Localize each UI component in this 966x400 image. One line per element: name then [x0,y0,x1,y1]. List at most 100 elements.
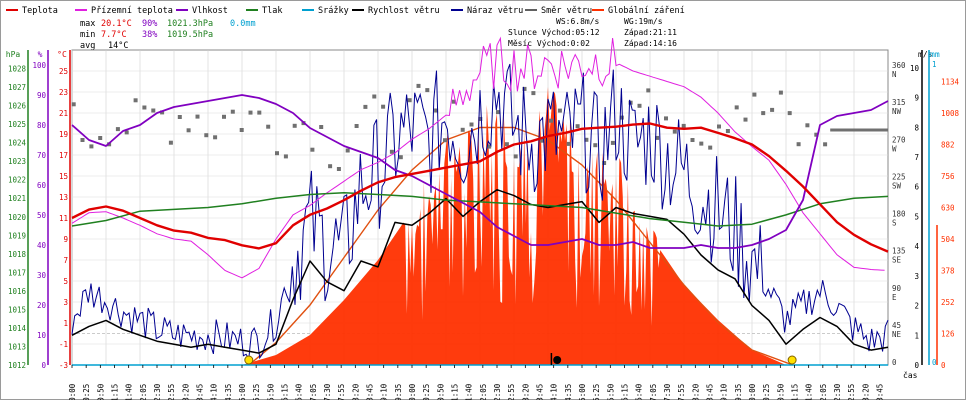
axis-dir-label: NE [892,330,902,339]
stat-max-temp: 20.1°C [101,19,132,29]
axis-ms-tick: 1 [914,331,919,340]
wind-direction-point [266,124,271,129]
axis-mm-tick: 1 [932,60,937,69]
time-tick: 02:55 [167,384,176,400]
axis-temp-tick: 23 [59,88,68,97]
wind-direction-point [610,140,615,145]
wind-direction-point [434,108,439,113]
time-tick: 12:05 [479,384,488,400]
wind-direction-point [487,144,492,149]
wind-direction-point [213,135,218,140]
axis-temp-tick: 7 [63,256,68,265]
time-tick: 08:20 [351,383,360,400]
wind-direction-point [549,118,554,123]
stat-max-label: max [80,19,95,29]
time-tick: 18:20 [691,383,700,400]
time-tick: 07:30 [323,383,332,400]
wind-direction-point [328,164,333,169]
wind-direction-point [204,133,209,138]
stat-max-press: 1021.3hPa [167,19,213,29]
time-tick: 03:20 [181,383,190,400]
time-tick: 07:55 [337,384,346,400]
axis-temp: 25 23 21 19 17 15 13 11 9 7 5 3 1 -1 -3 °C [57,50,71,370]
wind-direction-point [575,124,580,129]
time-tick: 23:45 [876,384,885,400]
stat-min-press: 1019.5hPa [167,30,213,40]
time-tick: 00:00 [68,383,77,400]
moonset-marker [553,356,562,364]
axis-dir-label: N [892,70,897,79]
wind-direction-point [593,143,598,148]
wind-direction-point [699,141,704,146]
wind-direction-point [513,154,518,159]
temperature-line [71,122,889,253]
wind-direction-point [398,155,403,160]
stat-max-hum: 90% [142,19,157,29]
wind-direction-point [451,99,456,104]
legend-item: Přízemní teplota [75,6,173,16]
wind-direction-point [310,147,315,152]
time-tick: 10:25 [422,384,431,400]
time-tick: 20:00 [748,383,757,400]
info-moon-rise: Měsíc Východ:0:02 [508,39,590,48]
time-tick: 03:45 [196,384,205,400]
wind-direction-point [734,105,739,110]
axis-wm2-tick: 756 [941,172,955,181]
time-tick: 02:05 [139,384,148,400]
time-tick: 19:35 [734,384,743,400]
axis-wm2-tick: 252 [941,298,955,307]
wind-direction-point [195,114,200,119]
wind-direction-point [504,142,509,147]
wind-direction-point [151,108,156,113]
stat-min-temp: 7.7°C [101,30,127,40]
axis-dir-tick: 90 [892,284,902,293]
axis-wm2-tick: 1134 [941,78,960,87]
time-tick: 23:20 [861,383,870,400]
wind-direction-point [770,107,775,112]
axis-hpa-tick: 1016 [8,287,27,296]
wind-direction-point [381,104,386,109]
wind-direction-point [619,115,624,120]
time-tick: 19:10 [720,383,729,400]
stat-avg-temp: 14°C [108,41,128,51]
time-tick: 22:55 [847,384,856,400]
wind-direction-point [787,111,792,116]
time-tick: 11:15 [451,384,460,400]
time-tick: 00:25 [82,384,91,400]
axis-dir-tick: 360 [892,61,906,70]
time-tick: 06:15 [281,384,290,400]
axis-wm2-tick: 378 [941,267,955,276]
axis-temp-tick: 15 [59,172,68,181]
axis-hpa-tick: 1015 [8,305,26,314]
time-tick: 01:15 [111,384,120,400]
axis-temp-tick: 9 [63,235,68,244]
axis-dir-tick: 135 [892,247,906,256]
axis-pct-tick: 20 [37,301,47,310]
axis-pct-tick: 0 [41,361,46,370]
axis-pct-tick: 60 [37,181,47,190]
time-tick: 07:05 [309,384,318,400]
wind-direction-point [443,138,447,143]
axis-temp-tick: 5 [63,277,68,286]
time-tick: 16:40 [635,383,644,400]
wind-direction-point [319,125,324,129]
info-sun-set: Západ:21:11 [624,28,677,37]
axis-temp-tick: 19 [59,130,68,139]
time-tick: 22:30 [833,383,842,400]
axis-ms-tick: 7 [914,153,919,162]
time-tick: 21:40 [805,383,814,400]
time-tick: 21:15 [791,384,800,400]
axis-pct-tick: 40 [37,241,47,250]
axis-temp-tick: 3 [63,298,68,307]
sunrise-marker [244,355,254,365]
legend-item: Teplota [6,6,58,16]
legend-item: Směr větru [525,6,592,16]
legend-label: Vlhkost [192,6,228,16]
time-tick: 00:50 [96,383,105,400]
axis-hpa-unit: hPa [6,50,21,59]
time-tick: 17:30 [663,383,672,400]
legend-label: Směr větru [541,6,592,16]
wind-direction-point [681,123,686,128]
wind-direction-point [522,86,527,91]
